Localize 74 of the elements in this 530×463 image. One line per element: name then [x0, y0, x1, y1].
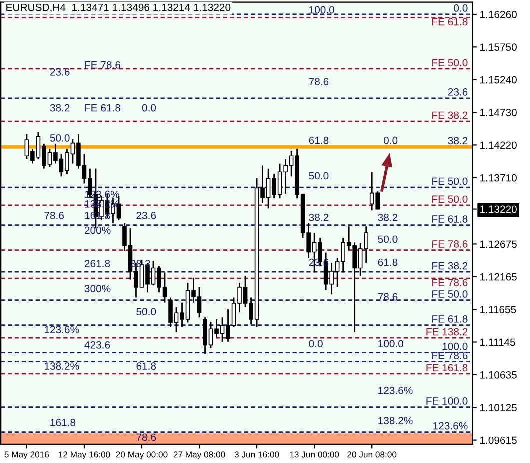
annotation: 78.6: [309, 78, 329, 86]
annotation: 161.8: [50, 419, 76, 426]
y-tick-label: 1.13220: [480, 206, 517, 214]
ref-line-label: FE 50.0: [432, 290, 468, 298]
annotation: 0.0: [384, 136, 398, 144]
y-tick-label: 1.09615: [480, 436, 517, 444]
y-tick-label: 1.13710: [480, 174, 517, 182]
y-tick-label: 1.11145: [480, 338, 516, 346]
y-tick-label: 1.15240: [480, 76, 517, 84]
annotation: 50.0: [136, 308, 156, 316]
annotation: 200%: [84, 226, 111, 234]
ref-line-label: FE 100.0: [426, 398, 468, 405]
x-tick-label: 12 May 16:00: [59, 452, 110, 460]
x-tick-label: 3 Jun 16:00: [234, 452, 280, 458]
y-tick-label: 1.16260: [480, 10, 517, 18]
ref-line-label: FE 78.6: [432, 240, 468, 248]
annotation: 23.6: [50, 68, 70, 76]
annotation: 78.6: [136, 434, 156, 442]
ref-line-label: FE 61.8: [432, 316, 468, 323]
annotation: 0.0: [142, 104, 156, 112]
ref-line-label: FE 50.0: [432, 178, 468, 186]
y-tick-label: 1.15750: [480, 44, 517, 52]
annotation: 138.2%: [85, 200, 120, 208]
annotation: 38.2: [448, 137, 468, 145]
annotation: 50.0: [50, 134, 70, 142]
annotation: 23.6: [448, 88, 468, 96]
annotation: 0.0: [454, 4, 468, 12]
x-tick-label: 20 May 00:00: [116, 452, 168, 460]
annotation: 300%: [84, 285, 111, 292]
y-tick-label: 1.14220: [480, 142, 517, 150]
y-tick-label: 1.10635: [480, 371, 517, 379]
annotation: 61.8: [378, 258, 398, 266]
ref-line-label: FE 50.0: [432, 196, 468, 204]
ref-line-label: FE 38.2: [432, 112, 468, 120]
annotation: FE 78.6: [85, 61, 120, 69]
ref-line-label: FE 61.8: [432, 216, 468, 223]
ref-line-label: FE 38.2: [432, 262, 468, 270]
annotation: 100.0: [310, 6, 334, 14]
x-tick-label: 13 Jun 00:00: [290, 452, 340, 458]
x-tick-label: 27 May 08:00: [174, 452, 226, 460]
chart-title: EURUSD,H4 1.13471 1.13496 1.13214 1.13220: [6, 4, 231, 13]
annotation: 61.8: [309, 136, 329, 144]
annotation: 38.2: [309, 214, 329, 222]
x-tick-label: 5 May 2016: [4, 452, 50, 460]
annotation: 78.6: [44, 212, 64, 220]
annotation: 38.2: [378, 214, 398, 222]
annotation: 50.0: [309, 172, 329, 180]
ref-line-label: FE 78.6: [432, 279, 468, 286]
annotation: 0.0: [309, 340, 323, 348]
annotation: 23.6: [136, 212, 156, 220]
annotation: 38.2: [50, 104, 70, 112]
annotation: 261.8: [84, 260, 110, 268]
annotation: 123.6%: [434, 422, 468, 430]
annotation: 100.0: [442, 342, 468, 350]
y-tick-label: 1.11655: [480, 306, 516, 314]
annotation: 138.2%: [45, 362, 80, 370]
ref-line-label: FE 61.8: [432, 18, 468, 26]
annotation: 78.6: [378, 293, 398, 301]
y-tick-label: 1.12165: [480, 273, 517, 281]
ref-line-label: FE 138.2: [426, 328, 468, 336]
y-tick-label: 1.14730: [480, 109, 517, 116]
x-tick-label: 20 Jun 08:00: [348, 452, 397, 458]
y-tick-label: 1.10125: [480, 404, 517, 412]
annotation: 100.0: [378, 340, 404, 348]
y-tick-label: 1.12675: [480, 240, 517, 248]
annotation: 123.6%: [45, 326, 80, 334]
ref-line-label: FE 161.8: [426, 364, 468, 372]
annotation: 423.6: [84, 341, 110, 349]
annotation: 50.0: [378, 236, 398, 244]
annotation: FE 61.8: [85, 104, 120, 112]
annotation: 138.2%: [378, 417, 413, 424]
annotation: 61.8: [136, 362, 156, 370]
ref-line-label: FE 50.0: [432, 59, 468, 67]
annotation: 123.6%: [378, 386, 413, 394]
